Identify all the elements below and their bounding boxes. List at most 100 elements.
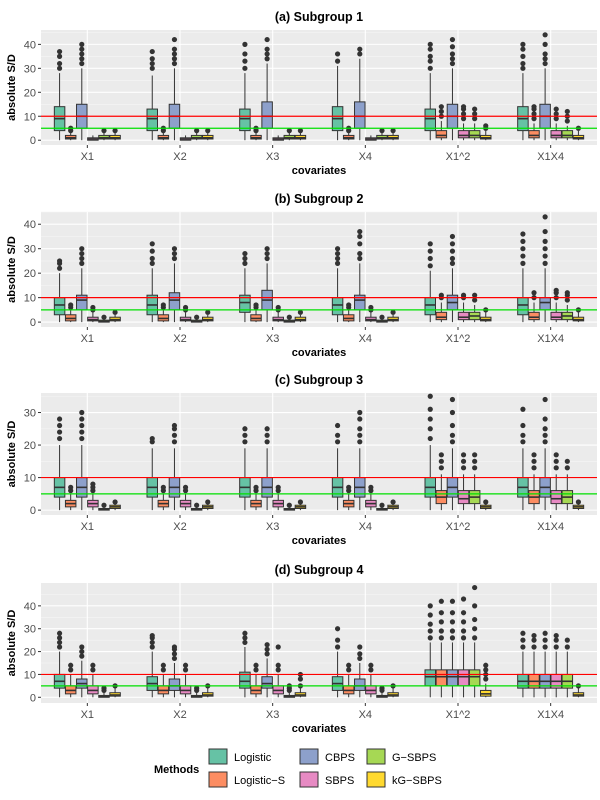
outlier-point xyxy=(564,290,570,296)
outlier-point xyxy=(460,619,467,625)
outlier-point xyxy=(112,128,118,134)
outlier-point xyxy=(520,637,526,643)
box-sbps-x3 xyxy=(272,135,284,141)
box-body xyxy=(261,676,273,689)
box-body xyxy=(354,678,366,691)
outlier-point xyxy=(264,51,270,57)
outlier-point xyxy=(171,644,178,650)
outlier-point xyxy=(438,292,444,298)
box-logistic-s-x2 xyxy=(157,302,170,323)
box-g-sbps-x2 xyxy=(190,685,203,698)
outlier-point xyxy=(79,429,85,435)
box-logistic-s-x1 xyxy=(64,484,77,511)
outlier-point xyxy=(79,435,85,442)
outlier-point xyxy=(56,635,63,641)
outlier-point xyxy=(449,36,456,43)
outlier-point xyxy=(460,111,467,117)
outlier-point xyxy=(472,297,478,303)
outlier-point xyxy=(472,465,478,471)
y-tick-label: 10 xyxy=(24,293,36,305)
outlier-point xyxy=(472,635,478,641)
outlier-point xyxy=(242,250,248,257)
outlier-point xyxy=(275,484,281,490)
outlier-point xyxy=(297,676,304,682)
outlier-point xyxy=(427,406,433,412)
box-cbps-x1 xyxy=(76,409,88,511)
series-logistic-s xyxy=(64,452,540,511)
box-logistic-x1 xyxy=(53,48,66,141)
outlier-point xyxy=(520,65,526,71)
box-body xyxy=(53,297,66,316)
box-body xyxy=(435,311,448,321)
outlier-point xyxy=(171,56,178,62)
outlier-point xyxy=(520,238,526,244)
outlier-point xyxy=(79,409,85,416)
outlier-point xyxy=(149,632,155,639)
y-tick-label: 10 xyxy=(24,111,36,123)
box-g-sbps-x1-2 xyxy=(468,452,481,511)
outlier-point xyxy=(520,60,526,67)
outlier-point xyxy=(90,662,96,668)
outlier-point xyxy=(542,432,548,438)
box-logistic-x3 xyxy=(239,41,251,141)
box-g-sbps-x1-2 xyxy=(468,584,481,698)
series-g-sbps xyxy=(98,452,574,511)
y-axis-title: absolute S/D xyxy=(6,236,18,303)
box-g-sbps-x2 xyxy=(190,314,203,323)
outlier-point xyxy=(79,41,85,47)
outlier-point xyxy=(564,297,570,303)
outlier-point xyxy=(194,502,200,508)
outlier-point xyxy=(427,603,433,609)
outlier-point xyxy=(483,662,489,668)
outlier-point xyxy=(542,228,548,235)
x-tick-label: X1 xyxy=(81,333,94,345)
outlier-point xyxy=(542,51,548,57)
box-body xyxy=(239,671,251,689)
box-sbps-x2 xyxy=(179,484,192,511)
box-sbps-x1x4 xyxy=(550,106,562,141)
outlier-point xyxy=(542,260,548,266)
box-kg-sbps-x3 xyxy=(294,499,307,511)
box-sbps-x4 xyxy=(365,662,377,698)
outlier-point xyxy=(531,632,537,639)
outlier-point xyxy=(264,432,270,438)
series-logistic-s xyxy=(64,290,540,323)
box-g-sbps-x4 xyxy=(376,685,388,698)
outlier-point xyxy=(531,452,537,458)
x-axis-title: covariates xyxy=(292,723,346,735)
outlier-point xyxy=(472,116,478,122)
legend-key-sbps xyxy=(299,771,319,788)
box-sbps-x1-2 xyxy=(457,104,470,141)
box-body xyxy=(446,669,459,687)
outlier-point xyxy=(427,58,433,64)
box-sbps-x3 xyxy=(272,304,284,323)
x-tick-label: X1 xyxy=(81,709,94,721)
box-kg-sbps-x4 xyxy=(387,128,399,141)
outlier-point xyxy=(160,662,166,668)
outlier-point xyxy=(553,644,559,650)
legend-key-cbps xyxy=(299,748,319,765)
legend-key-logistic-s xyxy=(208,771,228,788)
legend-title: Methods xyxy=(154,764,199,776)
outlier-point xyxy=(427,46,433,52)
panel-4: (d) Subgroup 4 0 10 20 30 40 X1 X2 X3 X4 X1^2 X1X4 c… xyxy=(6,563,597,735)
y-axis-title: absolute S/D xyxy=(6,54,18,121)
outlier-point xyxy=(449,248,456,254)
outlier-point xyxy=(427,635,433,641)
y-tick-label: 40 xyxy=(24,219,36,231)
outlier-point xyxy=(438,465,444,471)
outlier-point xyxy=(357,46,363,52)
outlier-point xyxy=(101,685,107,691)
legend-key-logistic xyxy=(208,748,228,765)
outlier-point xyxy=(56,630,63,636)
outlier-point xyxy=(438,619,444,625)
box-g-sbps-x4 xyxy=(376,502,388,511)
outlier-point xyxy=(357,651,363,657)
outlier-point xyxy=(334,255,341,262)
outlier-point xyxy=(438,628,444,634)
box-cbps-x3 xyxy=(261,36,273,141)
outlier-point xyxy=(520,246,526,252)
outlier-point xyxy=(575,499,582,505)
series-kg-sbps xyxy=(109,123,585,141)
box-body xyxy=(331,297,344,316)
